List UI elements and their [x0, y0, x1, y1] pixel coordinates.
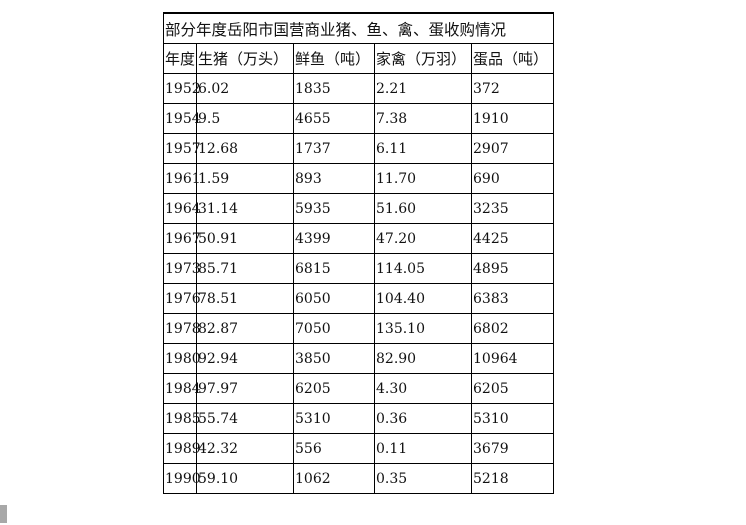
cell-poultry: 4.30	[374, 373, 472, 404]
cell-eggs: 6383	[470, 283, 555, 314]
cell-year: 1976	[163, 283, 201, 314]
scroll-marker	[0, 505, 7, 523]
table-row: 1967 50.91 4399 47.20 4425	[163, 223, 555, 254]
table-row: 1954 9.5 4655 7.38 1910	[163, 103, 555, 134]
cell-fish: 3850	[293, 343, 375, 374]
cell-pigs: 1.59	[196, 163, 294, 194]
cell-eggs: 372	[470, 73, 555, 104]
cell-eggs: 3235	[470, 193, 555, 224]
cell-pigs: 31.14	[196, 193, 294, 224]
table-row: 1980 92.94 3850 82.90 10964	[163, 343, 555, 374]
cell-poultry: 135.10	[374, 313, 472, 344]
cell-eggs: 5218	[470, 463, 555, 494]
cell-fish: 5310	[293, 403, 375, 434]
cell-pigs: 55.74	[196, 403, 294, 434]
cell-eggs: 5310	[470, 403, 555, 434]
cell-poultry: 51.60	[374, 193, 472, 224]
cell-eggs: 2907	[470, 133, 555, 164]
cell-poultry: 6.11	[374, 133, 472, 164]
cell-year: 1961	[163, 163, 201, 194]
table-row: 1964 31.14 5935 51.60 3235	[163, 193, 555, 224]
table-row: 1985 55.74 5310 0.36 5310	[163, 403, 555, 434]
table-row: 1976 78.51 6050 104.40 6383	[163, 283, 555, 314]
cell-eggs: 690	[470, 163, 555, 194]
table-row: 1973 85.71 6815 114.05 4895	[163, 253, 555, 284]
table-title: 部分年度岳阳市国营商业猪、鱼、禽、蛋收购情况	[162, 12, 555, 44]
cell-poultry: 11.70	[374, 163, 472, 194]
cell-year: 1967	[163, 223, 201, 254]
cell-poultry: 0.36	[374, 403, 472, 434]
cell-fish: 1835	[293, 73, 375, 104]
table-row: 1961 1.59 893 11.70 690	[163, 163, 555, 194]
table-row: 1990 59.10 1062 0.35 5218	[163, 463, 555, 494]
cell-fish: 556	[293, 433, 375, 464]
cell-eggs: 4895	[470, 253, 555, 284]
cell-poultry: 82.90	[374, 343, 472, 374]
cell-eggs: 4425	[470, 223, 555, 254]
cell-year: 1980	[163, 343, 201, 374]
header-poultry: 家禽（万羽）	[374, 43, 472, 74]
cell-poultry: 0.35	[374, 463, 472, 494]
cell-fish: 1062	[293, 463, 375, 494]
cell-eggs: 6802	[470, 313, 555, 344]
header-fish: 鲜鱼（吨）	[293, 43, 375, 74]
cell-year: 1978	[163, 313, 201, 344]
cell-year: 1990	[163, 463, 201, 494]
header-row: 年度 生猪（万头） 鲜鱼（吨） 家禽（万羽） 蛋品（吨）	[163, 43, 555, 74]
cell-poultry: 2.21	[374, 73, 472, 104]
cell-pigs: 82.87	[196, 313, 294, 344]
cell-pigs: 12.68	[196, 133, 294, 164]
cell-year: 1984	[163, 373, 201, 404]
table-row: 1978 82.87 7050 135.10 6802	[163, 313, 555, 344]
cell-eggs: 3679	[470, 433, 555, 464]
cell-fish: 6205	[293, 373, 375, 404]
cell-poultry: 7.38	[374, 103, 472, 134]
header-eggs: 蛋品（吨）	[470, 43, 555, 74]
cell-pigs: 85.71	[196, 253, 294, 284]
cell-pigs: 42.32	[196, 433, 294, 464]
cell-eggs: 6205	[470, 373, 555, 404]
cell-pigs: 50.91	[196, 223, 294, 254]
cell-fish: 4399	[293, 223, 375, 254]
title-row: 部分年度岳阳市国营商业猪、鱼、禽、蛋收购情况	[162, 12, 555, 44]
cell-fish: 893	[293, 163, 375, 194]
cell-eggs: 1910	[470, 103, 555, 134]
cell-pigs: 59.10	[196, 463, 294, 494]
cell-pigs: 97.97	[196, 373, 294, 404]
table-row: 1957 12.68 1737 6.11 2907	[163, 133, 555, 164]
table-row: 1952 6.02 1835 2.21 372	[163, 73, 555, 104]
cell-poultry: 114.05	[374, 253, 472, 284]
cell-pigs: 9.5	[196, 103, 294, 134]
table-row: 1984 97.97 6205 4.30 6205	[163, 373, 555, 404]
cell-year: 1973	[163, 253, 201, 284]
cell-fish: 6050	[293, 283, 375, 314]
cell-fish: 6815	[293, 253, 375, 284]
cell-poultry: 0.11	[374, 433, 472, 464]
cell-year: 1952	[163, 73, 201, 104]
purchase-table: 部分年度岳阳市国营商业猪、鱼、禽、蛋收购情况 年度 生猪（万头） 鲜鱼（吨） 家…	[162, 12, 555, 494]
cell-pigs: 78.51	[196, 283, 294, 314]
header-year: 年度	[163, 43, 197, 74]
cell-fish: 4655	[293, 103, 375, 134]
cell-pigs: 6.02	[196, 73, 294, 104]
cell-year: 1957	[163, 133, 201, 164]
cell-poultry: 104.40	[374, 283, 472, 314]
cell-poultry: 47.20	[374, 223, 472, 254]
table-row: 1989 42.32 556 0.11 3679	[163, 433, 555, 464]
cell-year: 1964	[163, 193, 201, 224]
cell-pigs: 92.94	[196, 343, 294, 374]
cell-fish: 5935	[293, 193, 375, 224]
cell-fish: 1737	[293, 133, 375, 164]
cell-year: 1989	[163, 433, 201, 464]
cell-eggs: 10964	[470, 343, 555, 374]
header-pigs: 生猪（万头）	[196, 43, 294, 74]
cell-fish: 7050	[293, 313, 375, 344]
cell-year: 1954	[163, 103, 201, 134]
cell-year: 1985	[163, 403, 201, 434]
